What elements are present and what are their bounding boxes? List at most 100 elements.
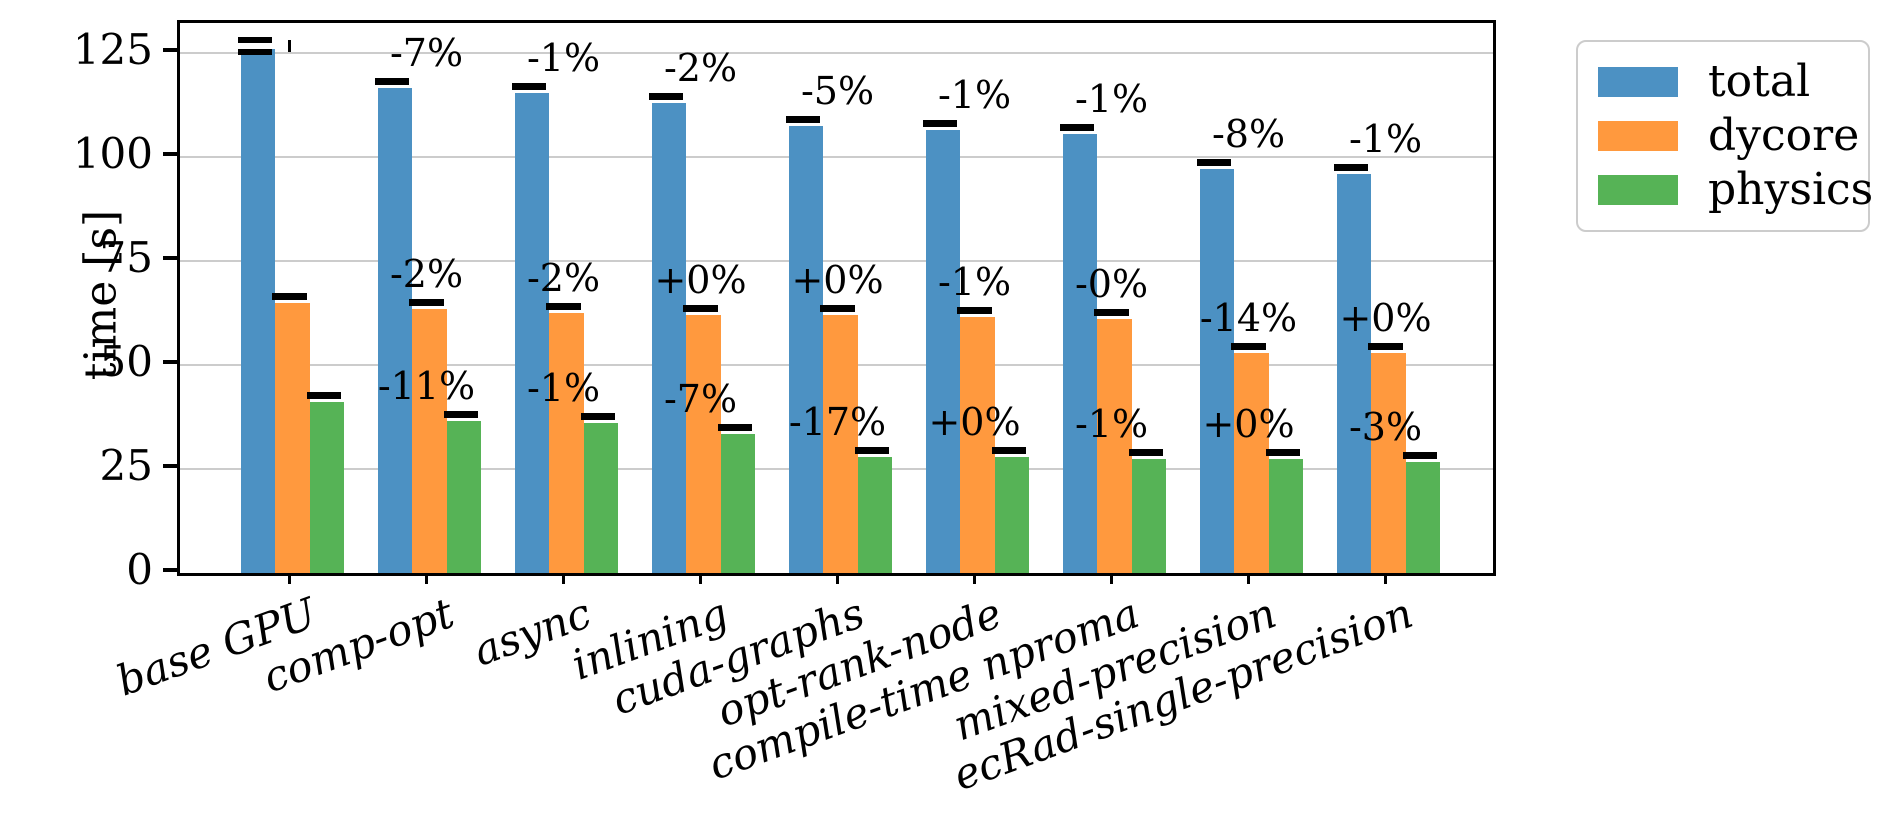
bar-dycore-cuda-graphs <box>823 315 858 573</box>
error-cap-dycore-inlining <box>683 305 718 313</box>
bar-physics-cuda-graphs <box>857 456 892 573</box>
annotation-physics-ecrad-single-precision: -3% <box>1348 404 1423 449</box>
legend-label-physics: physics <box>1708 164 1874 215</box>
x-tick-opt-rank-node <box>972 570 977 584</box>
annotation-dycore-async: -2% <box>526 256 601 300</box>
annotation-total-compile-time-nproma: -1% <box>1074 77 1149 122</box>
y-tick-75 <box>163 256 177 260</box>
annotation-physics-inlining: -7% <box>663 376 738 421</box>
error-cap-total-ecrad-single-precision <box>1334 163 1369 171</box>
y-tick-50 <box>163 360 177 364</box>
error-cap-physics-opt-rank-node <box>991 446 1026 454</box>
annotation-dycore-ecrad-single-precision: +0% <box>1339 295 1432 340</box>
bar-dycore-async <box>549 313 584 573</box>
bar-dycore-comp-opt <box>412 308 447 573</box>
y-tick-25 <box>163 464 177 468</box>
x-tick-cuda-graphs <box>835 570 840 584</box>
y-tick-label-25: 25 <box>99 441 153 490</box>
annotation-physics-async: -1% <box>526 366 601 411</box>
error-cap-dycore-mixed-precision <box>1231 342 1266 350</box>
error-cap-total-mixed-precision <box>1197 159 1232 167</box>
legend-item-total: total <box>1578 60 1868 104</box>
error-cap-total-cuda-graphs <box>786 115 821 123</box>
error-cap-physics-inlining <box>717 423 752 431</box>
error-cap-physics-compile-time-nproma <box>1128 448 1163 456</box>
x-tick-async <box>561 570 566 584</box>
bar-physics-opt-rank-node <box>994 456 1029 573</box>
x-tick-comp-opt <box>424 570 429 584</box>
x-tick-ecrad-single-precision <box>1383 570 1388 584</box>
bar-total-async <box>515 92 550 573</box>
annotation-dycore-cuda-graphs: +0% <box>791 258 884 303</box>
gridline-y-75 <box>180 260 1493 262</box>
legend: total dycore physics <box>1576 40 1873 232</box>
x-tick-base-gpu <box>287 570 292 584</box>
x-tick-mixed-precision <box>1246 570 1251 584</box>
annotation-total-cuda-graphs: -5% <box>800 68 875 113</box>
gridline-y-100 <box>180 156 1493 158</box>
annotation-total-async: -1% <box>526 35 601 80</box>
bar-total-base-gpu <box>241 48 276 573</box>
annotation-total-mixed-precision: -8% <box>1211 112 1286 157</box>
bar-total-ecrad-single-precision <box>1337 173 1372 573</box>
annotation-total-opt-rank-node: -1% <box>937 72 1012 117</box>
bar-physics-compile-time-nproma <box>1131 458 1166 573</box>
error-cap-physics-comp-opt <box>443 411 478 419</box>
annotation-dycore-inlining: +0% <box>654 258 747 303</box>
y-tick-label-75: 75 <box>99 233 153 282</box>
y-tick-0 <box>163 568 177 572</box>
annotation-dycore-compile-time-nproma: -0% <box>1074 262 1149 307</box>
annotation-total-inlining: -2% <box>663 45 738 90</box>
error-cap-dycore-compile-time-nproma <box>1094 309 1129 317</box>
error-cap-dycore-comp-opt <box>409 298 444 306</box>
error-cap-physics-async <box>580 413 615 421</box>
error-cap-physics-base-gpu <box>306 392 341 400</box>
bar-total-cuda-graphs <box>789 125 824 573</box>
error-cap-physics-mixed-precision <box>1265 448 1300 456</box>
legend-item-physics: physics <box>1578 168 1873 212</box>
error-cap-top-total-base-gpu <box>238 36 273 43</box>
annotation-total-comp-opt: -7% <box>389 31 464 76</box>
error-cap-dycore-base-gpu <box>272 292 307 300</box>
error-cap-total-opt-rank-node <box>923 119 958 127</box>
legend-swatch-dycore <box>1598 121 1678 151</box>
annotation-physics-comp-opt: -11% <box>377 364 476 409</box>
annotation-physics-cuda-graphs: -17% <box>788 399 887 444</box>
error-cap-dycore-async <box>546 303 581 310</box>
bar-physics-base-gpu <box>309 402 344 573</box>
bar-total-comp-opt <box>378 88 413 573</box>
error-cap-physics-ecrad-single-precision <box>1402 451 1437 459</box>
bar-dycore-base-gpu <box>275 302 310 573</box>
error-cap-physics-cuda-graphs <box>854 446 889 454</box>
error-whisker-total-base-gpu <box>288 39 291 53</box>
bar-physics-comp-opt <box>446 421 481 573</box>
bar-physics-mixed-precision <box>1268 458 1303 573</box>
annotation-physics-mixed-precision: +0% <box>1202 401 1295 446</box>
legend-swatch-total <box>1598 67 1678 97</box>
y-tick-125 <box>163 48 177 52</box>
error-cap-total-compile-time-nproma <box>1060 124 1095 132</box>
bar-dycore-mixed-precision <box>1234 352 1269 573</box>
bar-physics-ecrad-single-precision <box>1405 461 1440 573</box>
bar-total-mixed-precision <box>1200 169 1235 573</box>
error-cap-bottom-total-base-gpu <box>238 49 273 56</box>
annotation-physics-compile-time-nproma: -1% <box>1074 401 1149 446</box>
x-tick-inlining <box>698 570 703 584</box>
bar-dycore-compile-time-nproma <box>1097 319 1132 573</box>
gridline-y-125 <box>180 52 1493 54</box>
legend-label-total: total <box>1708 56 1811 107</box>
annotation-dycore-mixed-precision: -14% <box>1199 295 1298 340</box>
y-tick-100 <box>163 152 177 156</box>
error-cap-dycore-ecrad-single-precision <box>1368 342 1403 350</box>
x-tick-compile-time-nproma <box>1109 570 1114 584</box>
annotation-dycore-opt-rank-node: -1% <box>937 260 1012 305</box>
bar-total-opt-rank-node <box>926 129 961 573</box>
y-tick-label-50: 50 <box>99 337 153 386</box>
bar-dycore-inlining <box>686 315 721 573</box>
bar-total-compile-time-nproma <box>1063 134 1098 573</box>
error-cap-dycore-opt-rank-node <box>957 307 992 315</box>
error-cap-total-inlining <box>649 92 684 100</box>
y-tick-label-125: 125 <box>72 25 153 74</box>
bar-dycore-ecrad-single-precision <box>1371 352 1406 573</box>
legend-swatch-physics <box>1598 175 1678 205</box>
